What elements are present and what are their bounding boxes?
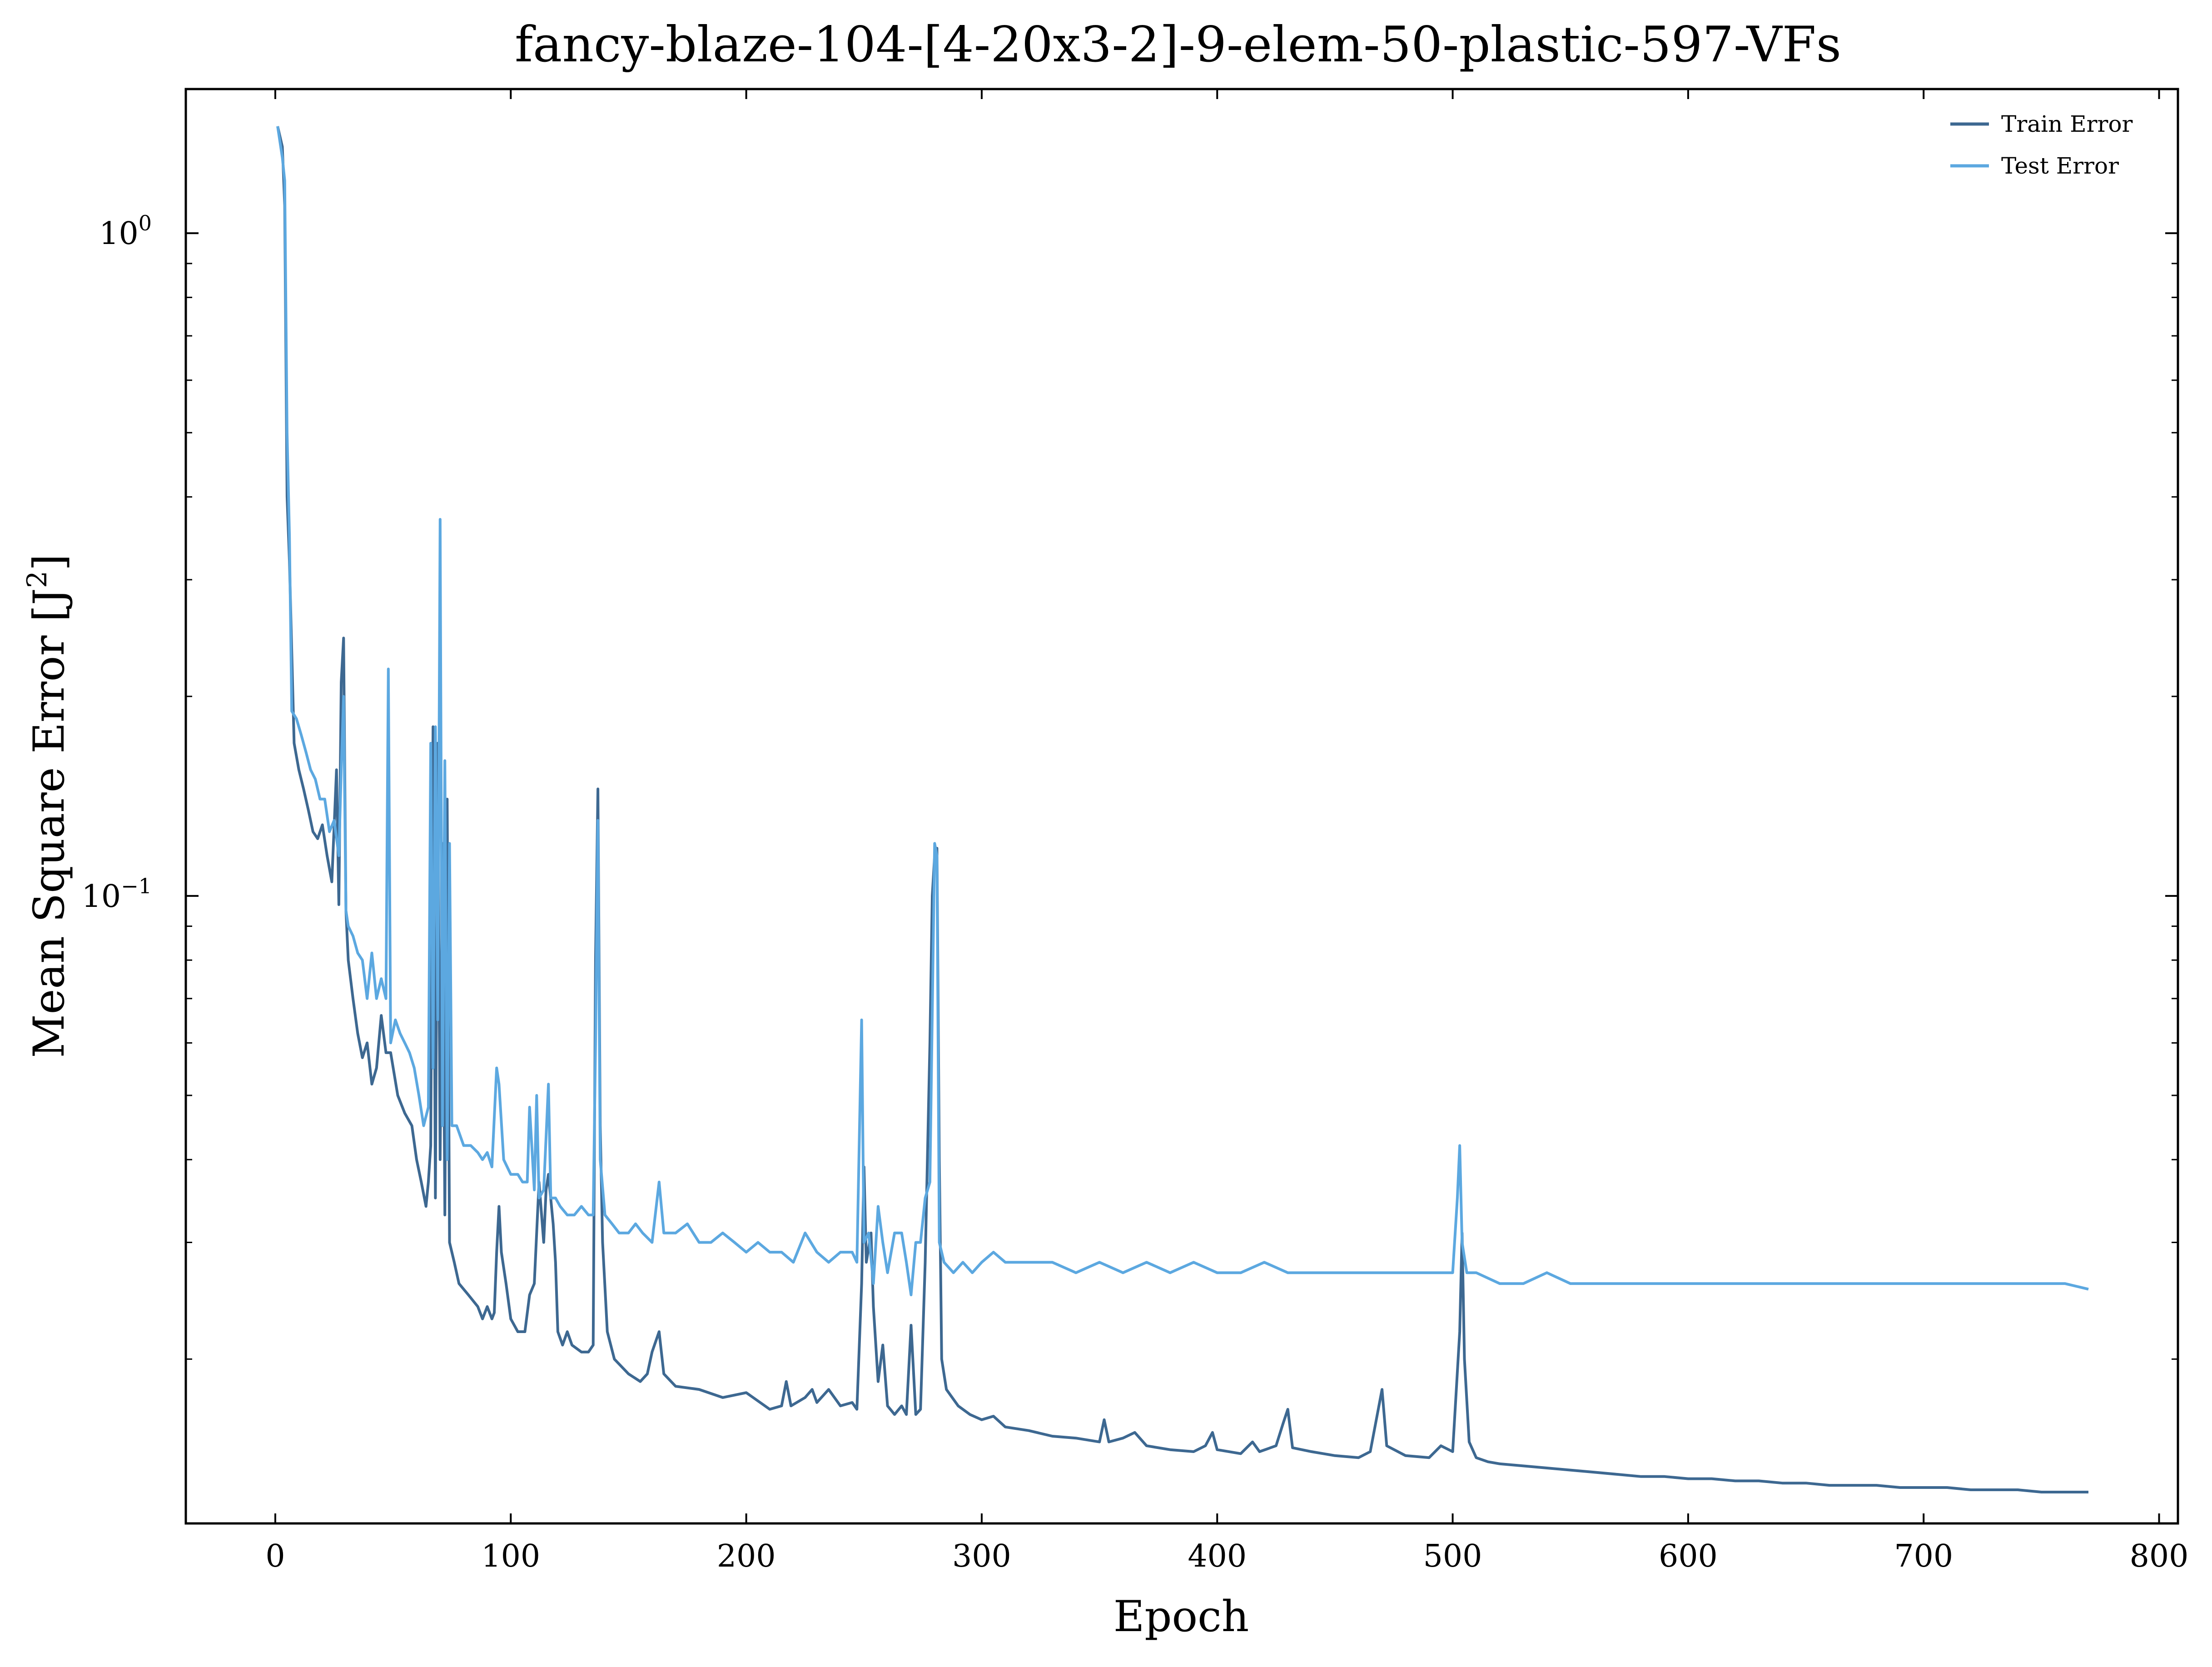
x-tick-label: 200 <box>717 1538 776 1574</box>
x-tick-label: 0 <box>265 1538 285 1574</box>
x-tick-label: 500 <box>1423 1538 1482 1574</box>
legend-item-test: Test Error <box>1950 153 2119 179</box>
legend-label-train: Train Error <box>2001 111 2133 137</box>
plot-area <box>184 88 2179 1525</box>
y-axis-label-main: Mean Square Error [J <box>25 588 74 1058</box>
x-tick-label: 400 <box>1188 1538 1247 1574</box>
x-tick-label: 700 <box>1894 1538 1953 1574</box>
y-axis-label-end: ] <box>25 554 74 571</box>
x-tick-label: 800 <box>2130 1538 2189 1574</box>
chart-title: fancy-blaze-104-[4-20x3-2]-9-elem-50-pla… <box>515 16 1841 73</box>
series-layer <box>276 126 2089 1493</box>
plot-frame <box>184 88 2179 1525</box>
y-tick-label: 10−1 <box>82 874 152 915</box>
x-tick-label: 300 <box>952 1538 1011 1574</box>
y-tick-label: 100 <box>99 211 152 252</box>
x-axis-label: Epoch <box>1113 1592 1249 1642</box>
x-tick-label: 600 <box>1659 1538 1718 1574</box>
legend-item-train: Train Error <box>1950 111 2133 137</box>
series-line-test-error <box>276 126 2089 1296</box>
x-axis: 0 100 200 300 400 500 600 700 800 <box>265 89 2188 1574</box>
x-tick-label: 100 <box>481 1538 540 1574</box>
series-line-train-error <box>276 126 2088 1493</box>
y-axis: 100 10−1 <box>82 211 2178 1360</box>
y-axis-label: Mean Square Error [J2] <box>21 554 74 1058</box>
y-axis-label-superscript: 2 <box>21 571 53 588</box>
legend: Train Error Test Error <box>1950 111 2133 179</box>
legend-label-test: Test Error <box>2001 153 2119 179</box>
